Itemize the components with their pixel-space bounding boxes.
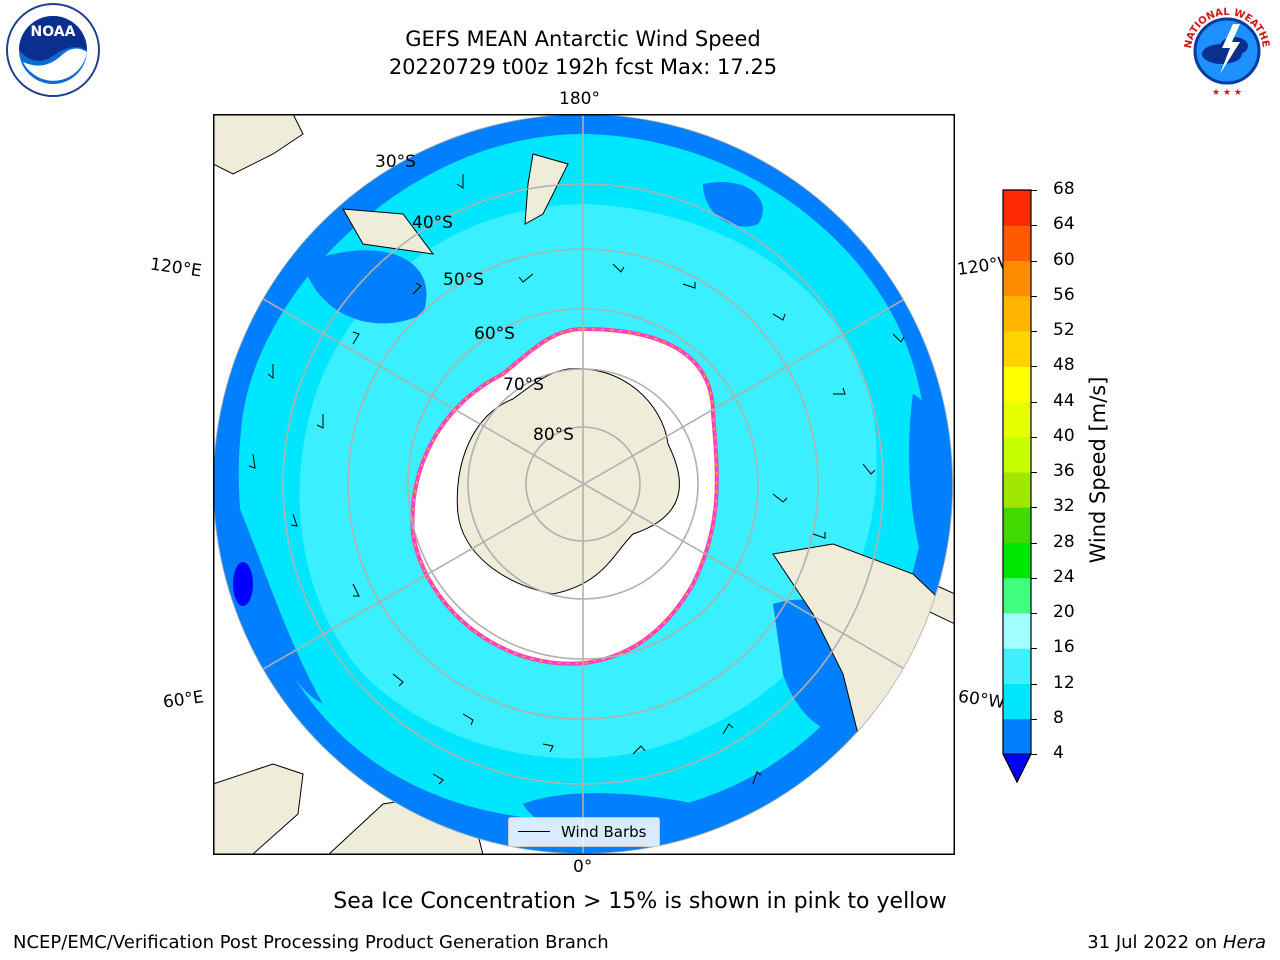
colorbar-tick-label: 56 bbox=[1053, 284, 1075, 305]
colorbar-tick-label: 48 bbox=[1053, 355, 1075, 376]
colorbar-tick-label: 24 bbox=[1053, 566, 1075, 587]
lon-label-0: 0° bbox=[573, 857, 593, 877]
credit-text: NCEP/EMC/Verification Post Processing Pr… bbox=[13, 932, 609, 953]
colorbar-tick-label: 32 bbox=[1053, 496, 1075, 517]
colorbar-segment bbox=[1003, 260, 1031, 297]
colorbar-tick-mark bbox=[1031, 366, 1037, 368]
colorbar bbox=[1002, 188, 1034, 788]
colorbar-tick-mark bbox=[1031, 718, 1037, 720]
colorbar-tick-mark bbox=[1031, 331, 1037, 332]
colorbar-extend-arrow bbox=[1002, 753, 1032, 784]
colorbar-tick-label: 20 bbox=[1053, 602, 1075, 622]
colorbar-segment bbox=[1003, 542, 1031, 579]
noaa-logo-text: NOAA bbox=[31, 24, 76, 40]
date-prefix: 31 Jul 2022 on bbox=[1087, 932, 1223, 953]
colorbar-tick-label: 16 bbox=[1053, 637, 1075, 658]
title-line-2: 20220729 t00z 192h fcst Max: 17.25 bbox=[388, 55, 778, 79]
colorbar-tick-mark bbox=[1031, 295, 1037, 297]
lat-label-30s: 30°S bbox=[375, 152, 416, 172]
lon-label-120e: 120°E bbox=[148, 254, 203, 282]
svg-text:★ ★ ★: ★ ★ ★ bbox=[1212, 88, 1242, 98]
map-panel bbox=[212, 113, 956, 859]
colorbar-tick-mark bbox=[1031, 190, 1037, 191]
map-frame bbox=[213, 114, 955, 855]
colorbar-segment bbox=[1003, 577, 1031, 614]
colorbar-tick-label: 60 bbox=[1053, 249, 1075, 270]
lon-label-60w: 60°W bbox=[956, 686, 1007, 714]
polar-map bbox=[212, 113, 956, 856]
colorbar-tick-mark bbox=[1031, 436, 1037, 438]
lat-label-40s: 40°S bbox=[412, 213, 453, 233]
colorbar-segment bbox=[1003, 648, 1031, 684]
lon-label-60e: 60°E bbox=[161, 687, 206, 713]
colorbar-segment bbox=[1003, 718, 1031, 755]
colorbar-tick-label: 8 bbox=[1053, 707, 1064, 728]
colorbar-segment bbox=[1003, 366, 1031, 402]
noaa-logo: NOAA bbox=[5, 2, 101, 102]
colorbar-segment bbox=[1003, 683, 1031, 720]
colorbar-tick-label: 36 bbox=[1053, 461, 1075, 481]
colorbar-tick-mark bbox=[1031, 225, 1037, 227]
colorbar-tick-label: 28 bbox=[1053, 531, 1075, 552]
colorbar-tick-mark bbox=[1031, 260, 1037, 262]
colorbar-bar bbox=[1002, 189, 1032, 784]
colorbar-tick-label: 68 bbox=[1053, 179, 1075, 199]
colorbar-segment bbox=[1003, 436, 1031, 473]
colorbar-tick-mark bbox=[1031, 577, 1037, 579]
map-legend: Wind Barbs bbox=[508, 817, 660, 847]
colorbar-segment bbox=[1003, 295, 1031, 332]
colorbar-segment bbox=[1003, 507, 1031, 543]
date-machine: Hera bbox=[1222, 932, 1266, 953]
colorbar-tick-mark bbox=[1031, 648, 1037, 650]
sea-ice-note: Sea Ice Concentration > 15% is shown in … bbox=[333, 889, 947, 914]
legend-label: Wind Barbs bbox=[561, 823, 647, 841]
colorbar-segment bbox=[1003, 331, 1031, 367]
colorbar-tick-label: 40 bbox=[1053, 425, 1075, 446]
lat-label-70s: 70°S bbox=[503, 375, 544, 395]
colorbar-segment bbox=[1003, 190, 1031, 226]
lat-label-60s: 60°S bbox=[474, 324, 515, 344]
nws-logo: NATIONAL WEATHER SERVICE ★ ★ ★ bbox=[1174, 0, 1276, 104]
colorbar-title: Wind Speed [m/s] bbox=[1086, 376, 1110, 564]
colorbar-tick-label: 64 bbox=[1053, 214, 1075, 235]
colorbar-tick-mark bbox=[1031, 613, 1037, 614]
colorbar-segment bbox=[1003, 472, 1031, 508]
colorbar-tick-mark bbox=[1031, 754, 1037, 755]
lat-label-50s: 50°S bbox=[443, 270, 484, 290]
colorbar-tick-label: 44 bbox=[1053, 390, 1075, 411]
title-line-1: GEFS MEAN Antarctic Wind Speed bbox=[405, 27, 761, 51]
colorbar-tick-label: 4 bbox=[1053, 743, 1064, 763]
lat-label-80s: 80°S bbox=[533, 425, 574, 445]
legend-line bbox=[518, 831, 550, 832]
colorbar-tick-label: 52 bbox=[1053, 320, 1075, 340]
colorbar-segment bbox=[1003, 401, 1031, 438]
lon-label-180: 180° bbox=[559, 89, 600, 109]
colorbar-segment bbox=[1003, 225, 1031, 261]
colorbar-tick-mark bbox=[1031, 542, 1037, 544]
colorbar-segment bbox=[1003, 613, 1031, 649]
wind-barbs bbox=[248, 174, 905, 785]
colorbar-tick-mark bbox=[1031, 683, 1037, 685]
date-text: 31 Jul 2022 on Hera bbox=[1087, 932, 1266, 953]
colorbar-tick-mark bbox=[1031, 472, 1037, 473]
colorbar-tick-mark bbox=[1031, 507, 1037, 509]
colorbar-tick-mark bbox=[1031, 401, 1037, 403]
graticule bbox=[213, 114, 953, 854]
colorbar-tick-label: 12 bbox=[1053, 672, 1075, 693]
